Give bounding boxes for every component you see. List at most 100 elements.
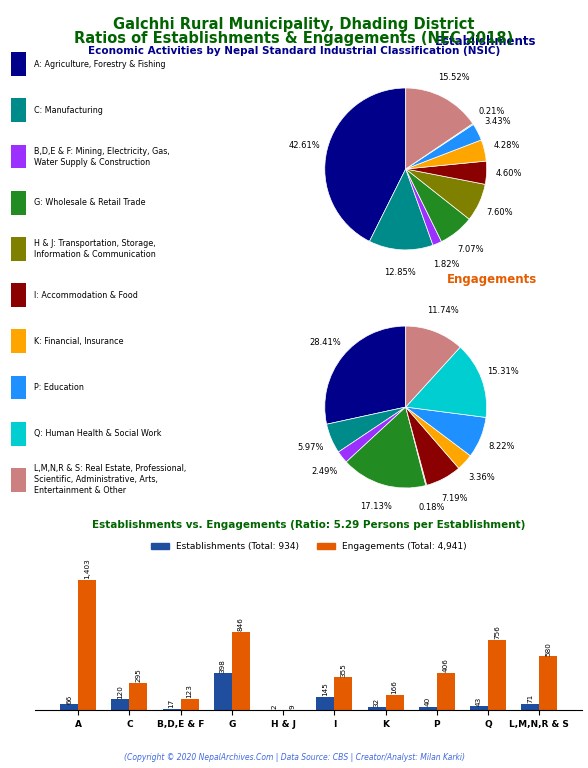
Text: 8.22%: 8.22% <box>489 442 515 451</box>
Text: 15.31%: 15.31% <box>487 367 519 376</box>
Text: 40: 40 <box>425 697 431 706</box>
Wedge shape <box>406 124 473 169</box>
Text: 295: 295 <box>135 668 141 682</box>
Text: C: Manufacturing: C: Manufacturing <box>34 106 102 115</box>
Text: 4.60%: 4.60% <box>496 169 523 178</box>
Text: 756: 756 <box>494 625 500 640</box>
FancyBboxPatch shape <box>11 98 26 122</box>
Text: 7.19%: 7.19% <box>441 494 467 503</box>
Wedge shape <box>406 124 482 169</box>
Text: 580: 580 <box>545 642 552 656</box>
Wedge shape <box>406 161 487 184</box>
Text: 9: 9 <box>289 704 295 709</box>
Text: 15.52%: 15.52% <box>439 73 470 82</box>
Text: 7.60%: 7.60% <box>487 207 513 217</box>
Text: 17: 17 <box>169 699 175 708</box>
Bar <box>214 674 232 710</box>
Text: 12.85%: 12.85% <box>383 268 415 277</box>
Bar <box>488 640 506 710</box>
Wedge shape <box>406 407 486 455</box>
Text: H & J: Transportation, Storage,
Information & Communication: H & J: Transportation, Storage, Informat… <box>34 239 155 259</box>
Wedge shape <box>406 347 487 418</box>
Text: Galchhi Rural Municipality, Dhading District: Galchhi Rural Municipality, Dhading Dist… <box>113 17 475 32</box>
FancyBboxPatch shape <box>11 376 26 399</box>
Text: (Copyright © 2020 NepalArchives.Com | Data Source: CBS | Creator/Analyst: Milan : (Copyright © 2020 NepalArchives.Com | Da… <box>123 753 465 762</box>
Bar <box>437 673 455 710</box>
Bar <box>316 697 335 710</box>
Text: 398: 398 <box>220 659 226 673</box>
Text: 3.36%: 3.36% <box>468 473 495 482</box>
Wedge shape <box>406 169 485 219</box>
Text: 0.21%: 0.21% <box>479 107 505 116</box>
Bar <box>470 707 488 710</box>
Text: 43: 43 <box>476 697 482 706</box>
Legend: Establishments (Total: 934), Engagements (Total: 4,941): Establishments (Total: 934), Engagements… <box>147 538 470 554</box>
Wedge shape <box>406 407 470 468</box>
Text: 17.13%: 17.13% <box>360 502 392 511</box>
Text: 166: 166 <box>392 680 397 694</box>
Text: 2: 2 <box>271 705 277 710</box>
FancyBboxPatch shape <box>11 52 26 76</box>
Text: 355: 355 <box>340 663 346 677</box>
Text: 66: 66 <box>66 694 72 703</box>
Text: 42.61%: 42.61% <box>289 141 321 150</box>
Text: L,M,N,R & S: Real Estate, Professional,
Scientific, Administrative, Arts,
Entert: L,M,N,R & S: Real Estate, Professional, … <box>34 465 186 495</box>
FancyBboxPatch shape <box>11 237 26 261</box>
Wedge shape <box>326 407 406 452</box>
Wedge shape <box>406 407 459 485</box>
Wedge shape <box>406 407 427 485</box>
FancyBboxPatch shape <box>11 144 26 168</box>
Wedge shape <box>406 140 486 169</box>
Text: Economic Activities by Nepal Standard Industrial Classification (NSIC): Economic Activities by Nepal Standard In… <box>88 46 500 56</box>
Bar <box>419 707 437 710</box>
Wedge shape <box>406 169 442 245</box>
Bar <box>78 580 96 710</box>
Text: 3.43%: 3.43% <box>485 117 511 126</box>
Bar <box>111 699 129 710</box>
Text: 846: 846 <box>238 617 244 631</box>
Bar <box>386 695 403 710</box>
Bar <box>368 707 386 710</box>
Text: Establishments: Establishments <box>435 35 537 48</box>
Text: 406: 406 <box>443 658 449 672</box>
Wedge shape <box>406 88 473 169</box>
Text: 2.49%: 2.49% <box>311 467 338 475</box>
Text: Ratios of Establishments & Engagements (NEC 2018): Ratios of Establishments & Engagements (… <box>74 31 514 46</box>
Bar <box>129 683 147 710</box>
Text: 120: 120 <box>118 684 123 699</box>
Wedge shape <box>339 407 406 462</box>
Text: 11.74%: 11.74% <box>427 306 459 315</box>
FancyBboxPatch shape <box>11 422 26 445</box>
FancyBboxPatch shape <box>11 191 26 215</box>
Bar <box>60 704 78 710</box>
Text: 0.18%: 0.18% <box>419 503 445 511</box>
Wedge shape <box>406 326 460 407</box>
FancyBboxPatch shape <box>11 283 26 307</box>
Text: 5.97%: 5.97% <box>297 443 323 452</box>
Wedge shape <box>369 169 433 250</box>
Wedge shape <box>325 88 406 241</box>
Text: 145: 145 <box>322 682 328 696</box>
Text: 4.28%: 4.28% <box>493 141 520 150</box>
Bar <box>181 699 199 710</box>
Bar <box>539 657 557 710</box>
Text: 123: 123 <box>186 684 192 698</box>
Title: Establishments vs. Engagements (Ratio: 5.29 Persons per Establishment): Establishments vs. Engagements (Ratio: 5… <box>92 520 526 530</box>
FancyBboxPatch shape <box>11 468 26 492</box>
Text: 7.07%: 7.07% <box>457 245 484 254</box>
Text: K: Financial, Insurance: K: Financial, Insurance <box>34 337 123 346</box>
Text: 1.82%: 1.82% <box>433 260 459 269</box>
Wedge shape <box>406 169 469 242</box>
Bar <box>335 677 352 710</box>
Text: P: Education: P: Education <box>34 383 83 392</box>
Text: Q: Human Health & Social Work: Q: Human Health & Social Work <box>34 429 161 439</box>
Text: G: Wholesale & Retail Trade: G: Wholesale & Retail Trade <box>34 198 145 207</box>
Text: I: Accommodation & Food: I: Accommodation & Food <box>34 290 138 300</box>
Text: A: Agriculture, Forestry & Fishing: A: Agriculture, Forestry & Fishing <box>34 60 165 68</box>
Bar <box>522 703 539 710</box>
Text: B,D,E & F: Mining, Electricity, Gas,
Water Supply & Construction: B,D,E & F: Mining, Electricity, Gas, Wat… <box>34 147 169 167</box>
Wedge shape <box>325 326 406 424</box>
Wedge shape <box>346 407 426 488</box>
Bar <box>232 632 250 710</box>
Text: 28.41%: 28.41% <box>309 337 341 346</box>
